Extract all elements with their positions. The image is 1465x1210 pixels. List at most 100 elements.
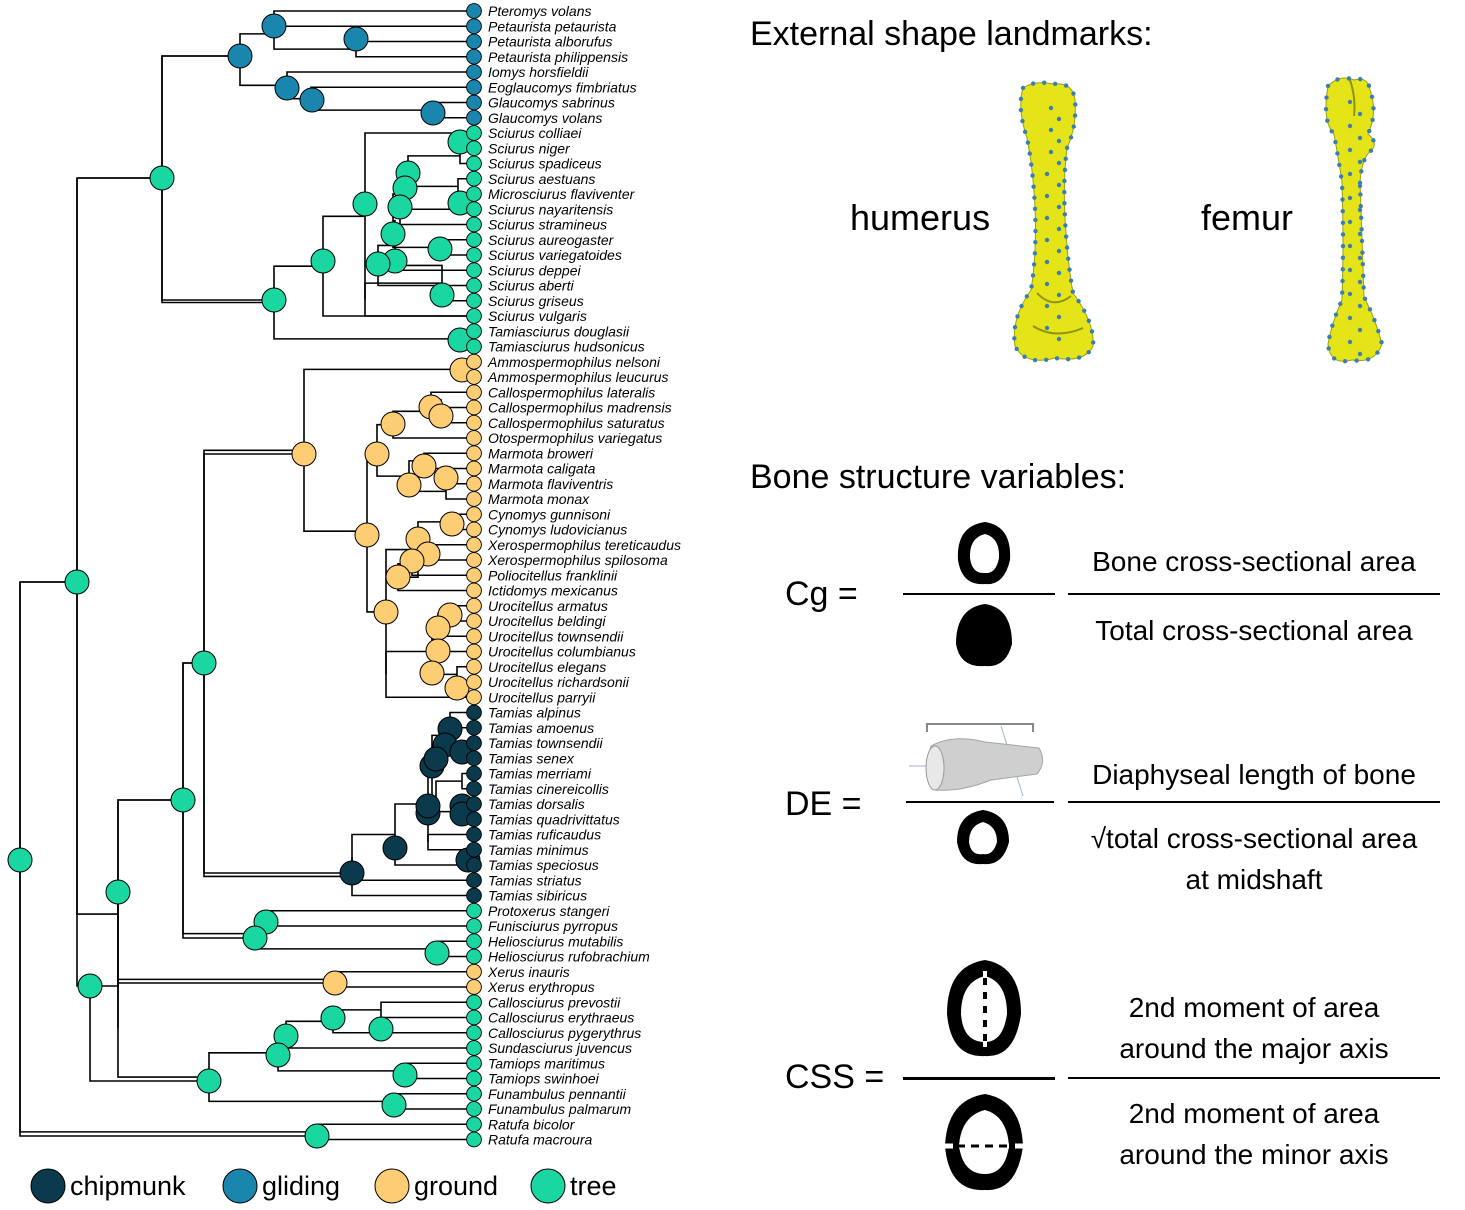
tip-marker xyxy=(466,186,482,202)
backbone-branch-1 xyxy=(161,178,274,301)
tip-label: Heliosciurus mutabilis xyxy=(488,933,623,949)
tip-marker xyxy=(466,735,482,751)
node-peta3 xyxy=(227,43,253,69)
femur-landmarks xyxy=(1323,76,1384,364)
node-cal4 xyxy=(364,441,390,467)
node-cl1 xyxy=(368,1016,394,1042)
tip-label: Urocitellus parryii xyxy=(488,689,596,705)
node-xer1 xyxy=(191,650,217,676)
femur-landmark-model xyxy=(1323,76,1384,364)
node-cal2 xyxy=(428,403,454,429)
node-xe3 xyxy=(385,564,411,590)
node-ur2 xyxy=(425,615,451,641)
backbone-branch-13 xyxy=(203,663,352,874)
tip-marker xyxy=(466,247,482,263)
tip-label: Tamias ruficaudus xyxy=(488,827,601,843)
tip-marker xyxy=(466,1009,482,1026)
cg-denominator: Total cross-sectional area xyxy=(1095,615,1413,646)
tip-marker xyxy=(466,323,482,340)
legend-swatch-tree xyxy=(530,1168,566,1204)
tip-label: Cynomys ludovicianus xyxy=(488,522,627,538)
branch-fu2 xyxy=(208,1051,394,1103)
tip-marker xyxy=(466,1131,482,1148)
node-xr1 xyxy=(322,970,348,996)
tip-label: Urocitellus columbianus xyxy=(488,644,636,660)
branch-scL xyxy=(364,132,474,300)
tip-marker xyxy=(466,658,482,675)
tip-marker xyxy=(466,704,482,721)
tip-label: Tamias amoenus xyxy=(488,720,594,736)
tip-marker xyxy=(466,1024,482,1041)
backbone-branch-5 xyxy=(19,582,317,1137)
de-fraction-bar xyxy=(906,801,1054,803)
tip-marker xyxy=(466,353,482,370)
tip-marker xyxy=(466,231,482,248)
tip-marker xyxy=(466,597,482,614)
branch-tribe1 xyxy=(161,55,274,304)
tip-label: Callosciurus erythraeus xyxy=(488,1010,634,1026)
cg-numerator: Bone cross-sectional area xyxy=(1092,546,1416,577)
tip-label: Tamiops swinhoei xyxy=(488,1071,600,1087)
ancestral-state-nodes xyxy=(7,13,481,1149)
tip-marker xyxy=(466,3,482,19)
tip-marker xyxy=(466,79,482,96)
node-ptero xyxy=(261,13,287,39)
branch-ch12 xyxy=(351,857,474,897)
legend-label-gliding: gliding xyxy=(262,1171,340,1201)
tip-label: Tamias townsendii xyxy=(488,735,604,751)
tip-marker xyxy=(466,994,482,1011)
tip-marker xyxy=(466,109,482,126)
tip-marker xyxy=(466,430,482,446)
legend-label-chipmunk: chipmunk xyxy=(70,1171,186,1201)
tip-marker xyxy=(466,1085,482,1102)
de-numerator: Diaphyseal length of bone xyxy=(1092,759,1416,790)
tip-label: Funisciurus pyrropus xyxy=(488,918,618,934)
tip-label: Iomys horsfieldii xyxy=(488,64,589,80)
tip-label: Cynomys gunnisoni xyxy=(488,506,611,522)
css-cross-section-icons xyxy=(945,960,1023,1191)
css-denominator-line2: around the minor axis xyxy=(1119,1139,1389,1170)
node-mar3 xyxy=(396,472,422,498)
node-scD xyxy=(387,194,413,220)
node-mar2 xyxy=(433,465,459,491)
node-scM xyxy=(310,248,336,274)
structure-heading: Bone structure variables: xyxy=(750,458,1127,496)
tip-label: Sciurus niger xyxy=(488,140,571,156)
tip-label: Eoglaucomys fimbriatus xyxy=(488,79,637,95)
node-xer2 xyxy=(170,787,196,813)
node-fu2 xyxy=(196,1068,222,1094)
tip-label: Urocitellus townsendii xyxy=(488,628,624,644)
tip-label: Sundasciurus juvencus xyxy=(488,1040,632,1056)
tip-marker xyxy=(466,1055,482,1072)
humerus-label: humerus xyxy=(850,197,991,238)
branch-s1 xyxy=(117,978,335,1078)
backbone-branch-10 xyxy=(182,662,204,800)
node-pro2 xyxy=(242,925,268,951)
tip-label: Otospermophilus variegatus xyxy=(488,430,662,446)
node-scJ xyxy=(429,282,455,308)
tip-marker xyxy=(466,445,482,462)
tip-marker xyxy=(466,872,482,889)
node-scE xyxy=(380,221,406,247)
tip-marker xyxy=(466,384,482,401)
tip-marker xyxy=(466,125,482,141)
tip-marker xyxy=(466,33,482,50)
tip-label: Callospermophilus lateralis xyxy=(488,384,655,400)
tip-marker xyxy=(466,18,482,35)
tip-marker xyxy=(466,170,482,187)
tip-marker xyxy=(466,308,482,324)
tip-marker xyxy=(466,536,482,553)
node-ch6 xyxy=(423,746,449,772)
branch-cl1 xyxy=(380,1001,474,1019)
css-numerator-line2: around the major axis xyxy=(1119,1033,1389,1064)
tip-label: Marmota broweri xyxy=(488,445,594,461)
node-xe2 xyxy=(399,548,425,574)
tip-label: Xerospermophilus tereticaudus xyxy=(487,537,681,553)
node-mg2 xyxy=(291,441,317,467)
tip-label: Sciurus nayaritensis xyxy=(488,201,613,217)
tip-marker xyxy=(466,506,482,523)
tip-label: Sciurus vulgaris xyxy=(488,308,587,324)
tip-marker xyxy=(466,201,482,218)
tip-label: Glaucomys volans xyxy=(488,110,602,126)
